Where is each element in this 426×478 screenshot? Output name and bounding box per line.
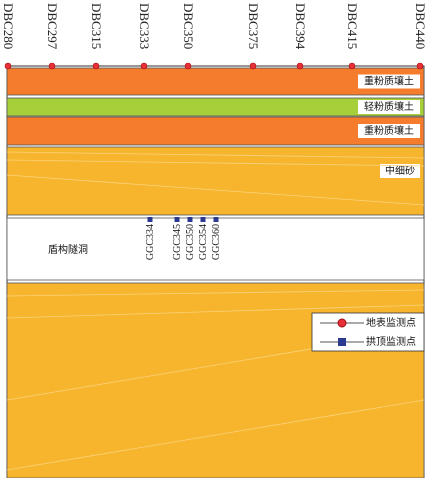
surface-point	[48, 62, 56, 70]
crown-point-label: GGC334	[145, 224, 156, 260]
station-label: DBC394	[293, 3, 308, 50]
legend-label: 拱顶监测点	[366, 335, 416, 348]
station-label: DBC315	[89, 3, 104, 49]
streak	[6, 304, 425, 319]
legend-label: 地表监测点	[366, 316, 416, 329]
surface-point	[140, 62, 148, 70]
streak	[6, 159, 425, 167]
station-label: DBC297	[45, 3, 60, 50]
crown-point	[213, 217, 219, 222]
layer-label-bg	[358, 74, 420, 89]
legend	[311, 312, 425, 352]
soil-layer	[6, 67, 425, 96]
crown-point-label: GGC350	[185, 224, 196, 260]
layer-label-bg	[358, 124, 420, 138]
surface-point	[348, 62, 356, 70]
crown-point	[174, 217, 180, 222]
crown-point	[200, 217, 206, 222]
crown-point-label: GGC360	[211, 224, 222, 260]
streak	[6, 399, 425, 471]
soil-layer	[6, 282, 425, 478]
tunnel-zone	[6, 217, 425, 281]
surface-point	[4, 62, 12, 70]
station-label: DBC280	[1, 3, 16, 49]
layer-label: 重粉质壤土	[364, 75, 414, 88]
station-label: DBC440	[413, 3, 426, 49]
surface-point	[416, 62, 424, 70]
soil-layer	[6, 146, 425, 216]
surface-point	[296, 62, 304, 70]
station-label: DBC375	[246, 3, 261, 49]
station-label: DBC415	[345, 3, 360, 49]
tunnel-label: 盾构隧洞	[48, 243, 88, 256]
layer-label-bg	[358, 100, 420, 114]
streak	[6, 151, 425, 159]
legend-marker	[338, 338, 346, 346]
station-label: DBC350	[181, 3, 196, 49]
soil-layer	[6, 116, 425, 146]
station-label: DBC333	[137, 3, 152, 49]
streak	[6, 289, 425, 297]
layer-label: 重粉质壤土	[364, 124, 414, 137]
surface-point	[249, 62, 257, 70]
layer-label: 中细砂	[385, 164, 415, 177]
crown-point	[187, 217, 193, 222]
surface-point	[184, 62, 192, 70]
crown-point	[147, 217, 153, 222]
soil-layer	[6, 97, 425, 117]
crown-point-label: GGC354	[198, 224, 209, 260]
layer-label: 轻粉质壤土	[364, 100, 414, 113]
legend-marker	[337, 318, 347, 328]
crown-point-label: GGC345	[172, 224, 183, 260]
surface-point	[92, 62, 100, 70]
layer-label-bg	[380, 164, 420, 178]
streak	[6, 174, 425, 206]
